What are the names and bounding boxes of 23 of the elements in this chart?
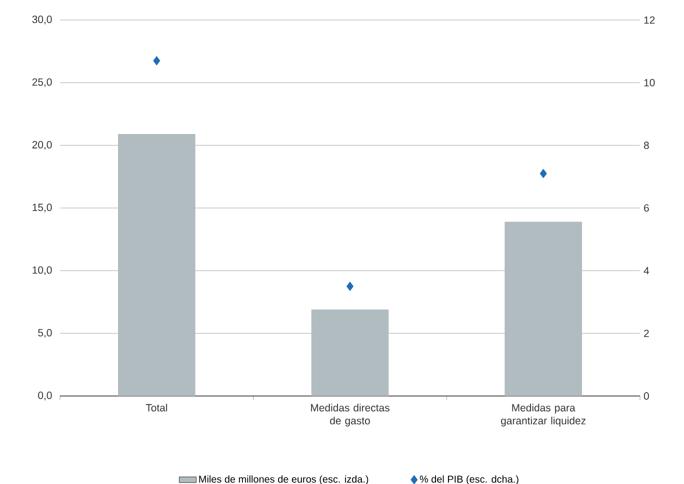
x-tick-label: Medidas directas de gasto	[311, 404, 390, 426]
y-tick-label: 10,0	[32, 266, 52, 275]
y-tick-label: 0,0	[38, 392, 52, 400]
point	[153, 56, 160, 66]
bar	[118, 134, 196, 396]
point	[540, 168, 547, 178]
x-tick-label: Medidas para garantizar liquidez	[501, 404, 586, 426]
y-tick-label: 30,0	[32, 16, 52, 24]
y2-tick-label: 0	[644, 392, 649, 400]
y2-tick-label: 12	[644, 16, 655, 24]
bar	[504, 222, 582, 396]
y2-tick-label: 2	[644, 330, 649, 337]
y2-tick-label: 4	[644, 267, 650, 274]
x-tick-label: Total	[146, 404, 168, 412]
y-tick-label: 25,0	[32, 78, 52, 87]
y2-tick-label: 6	[644, 204, 649, 212]
y2-tick-label: 10	[644, 78, 655, 86]
y-tick-label: 5,0	[38, 329, 52, 338]
y2-tick-label: 8	[644, 142, 649, 150]
y-tick-label: 15,0	[32, 204, 52, 212]
point	[346, 282, 354, 292]
y-tick-label: 20,0	[32, 141, 52, 150]
bar	[311, 310, 389, 396]
